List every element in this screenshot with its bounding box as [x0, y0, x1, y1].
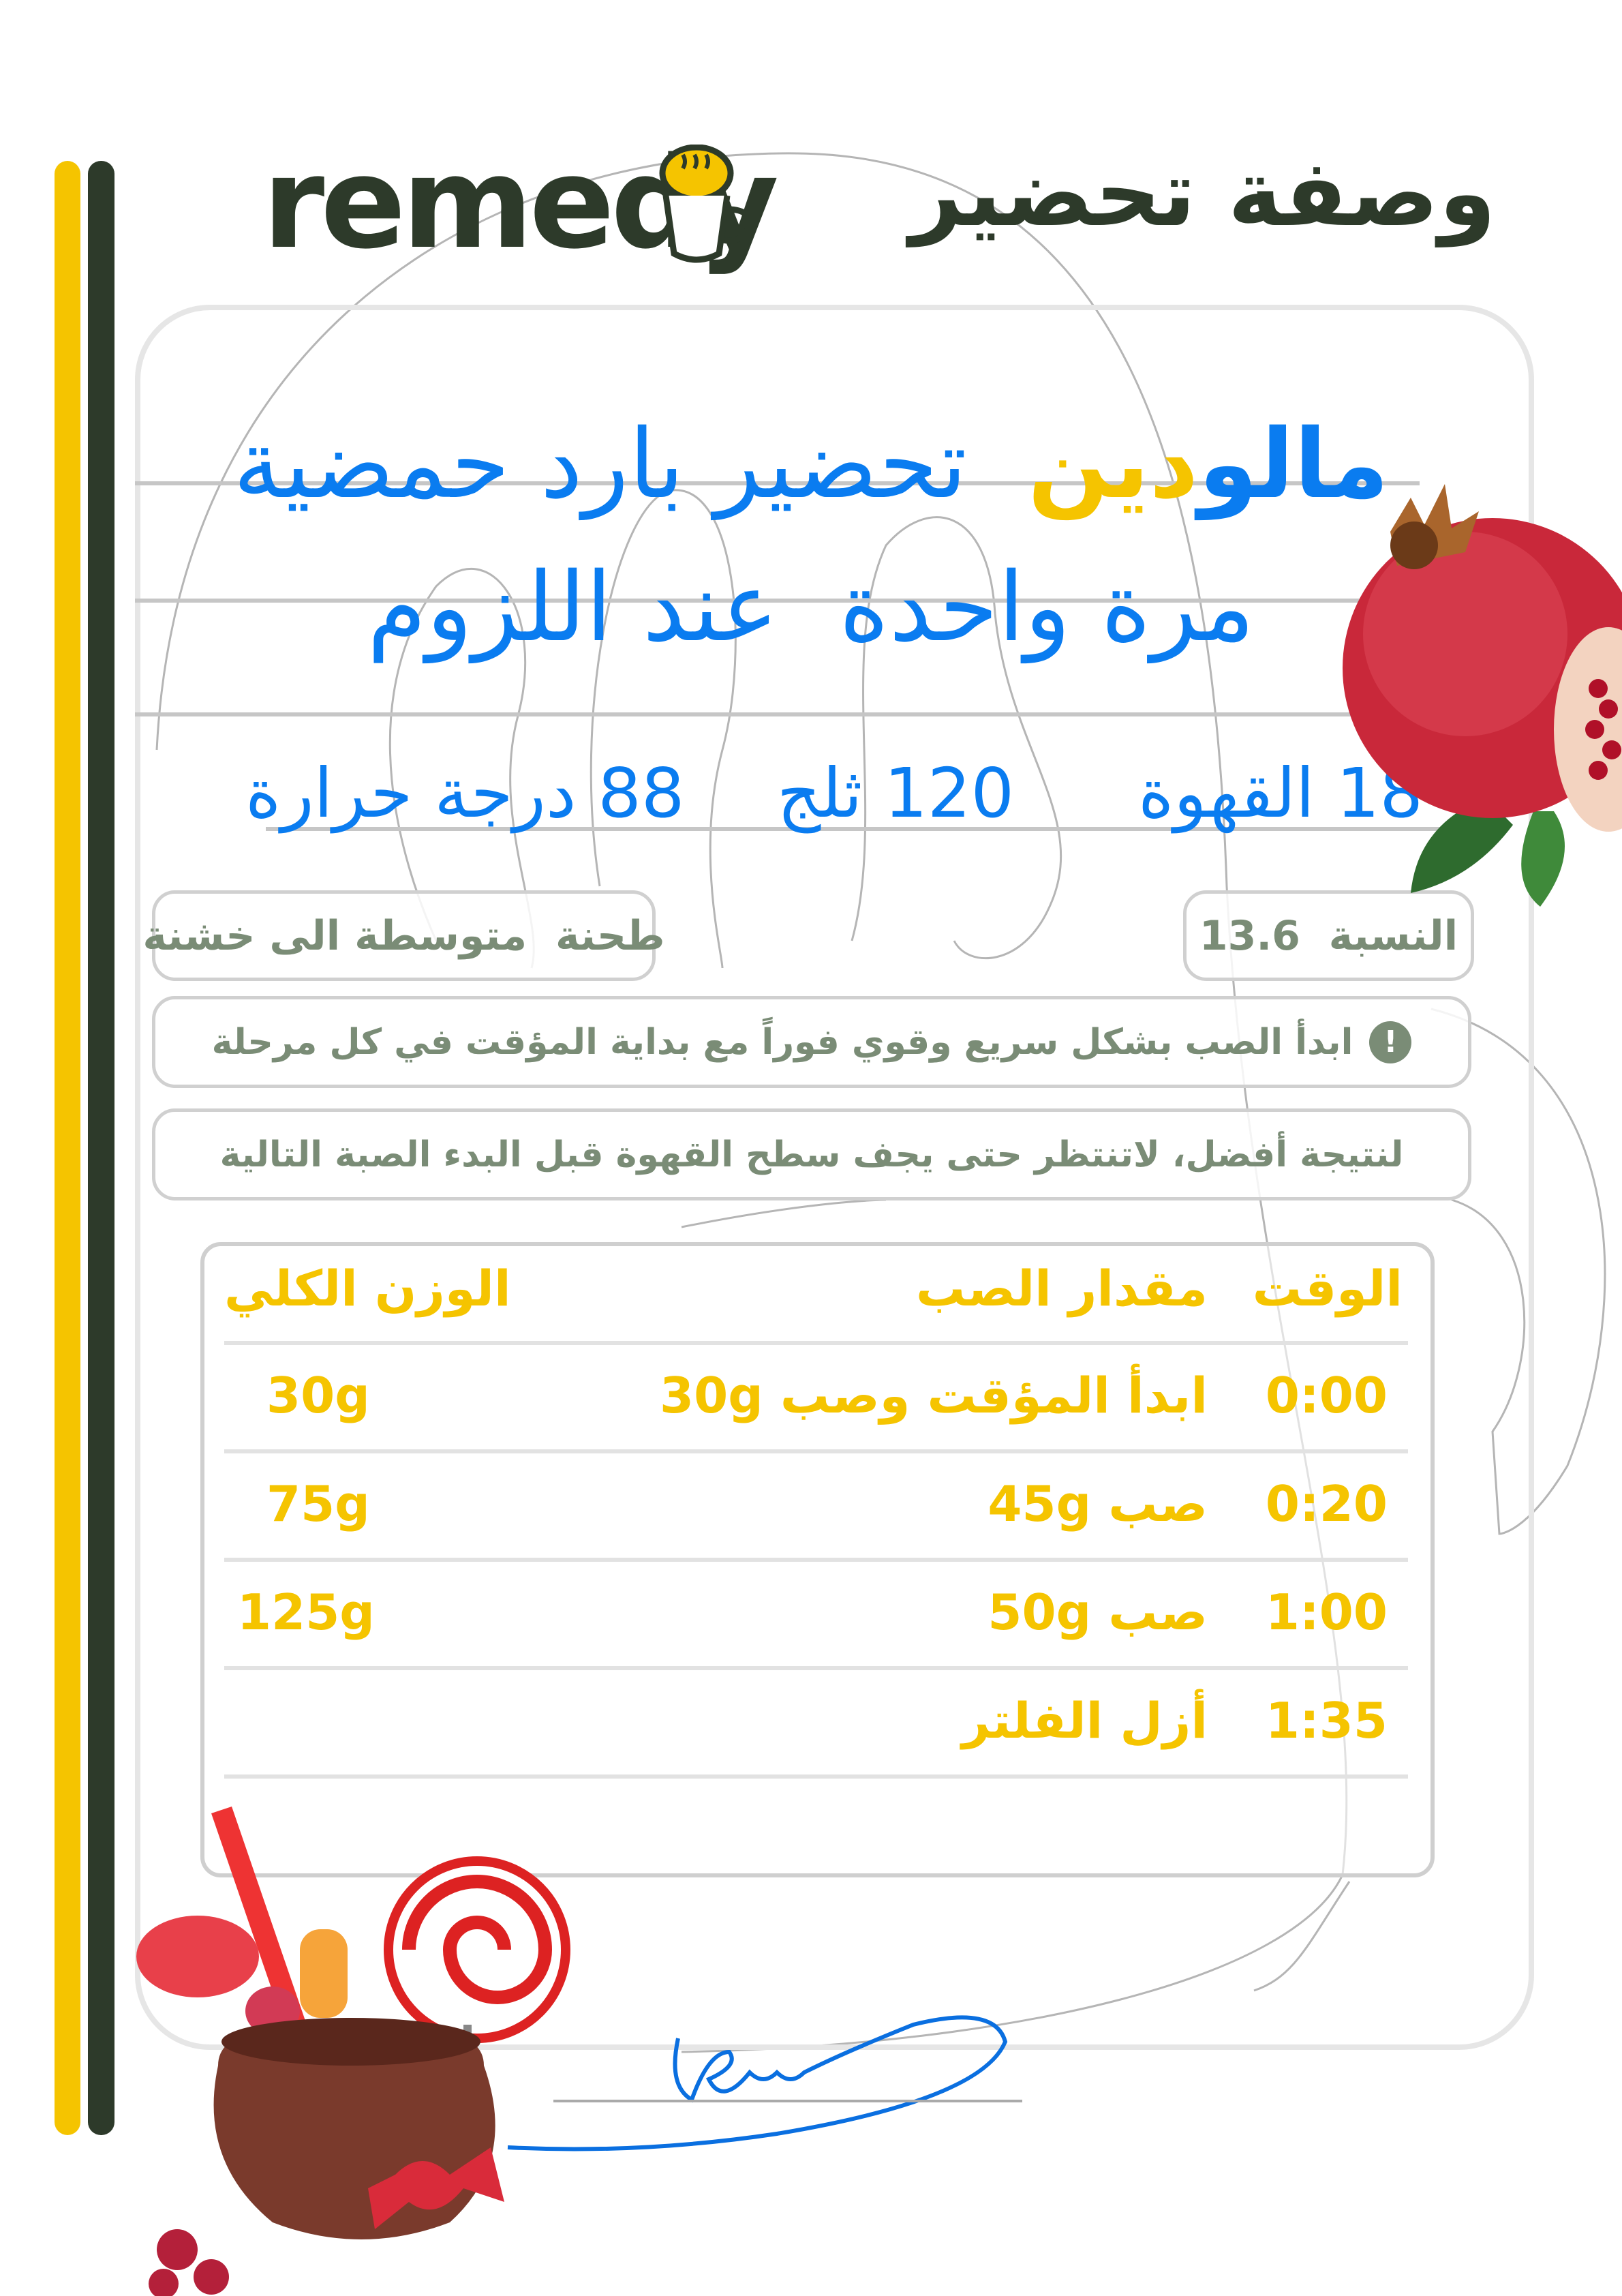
table-divider [224, 1558, 1408, 1562]
row-time: 0:00 [1265, 1367, 1388, 1424]
recipe-card [135, 305, 1534, 2050]
recipe-title: مالودين تحضير بارد حمضية [0, 409, 1622, 520]
divider [266, 827, 1479, 831]
ratio-text: النسبة 13.6 [1199, 911, 1458, 960]
divider [135, 481, 1420, 485]
document-title: وصفة تحضير [909, 140, 1497, 247]
exclamation-icon: ! [1369, 1021, 1412, 1063]
row-total: 75g [266, 1475, 370, 1532]
divider [135, 599, 1420, 603]
grind-size-text: طحنة متوسطة الى خشنة [142, 911, 665, 960]
signature [507, 2015, 1022, 2151]
dark-side-bar [88, 161, 114, 2135]
header-pour: مقدار الصب [915, 1260, 1208, 1317]
row-total: 125g [237, 1584, 375, 1641]
row-time: 1:35 [1265, 1692, 1388, 1749]
row-pour: أزل الفلتر [962, 1692, 1208, 1749]
recipe-name-accent: مالو [1198, 409, 1390, 520]
tip-text: لنتيجة أفضل، لاتنتظر حتى يجف سطح القهوة … [219, 1134, 1404, 1175]
table-divider [224, 1666, 1408, 1670]
tip-text: ابدأ الصب بشكل سريع وقوي فوراً مع بداية … [211, 1021, 1353, 1063]
candy-pot-image [136, 1807, 570, 2296]
recipe-name-accent-2: دين [1028, 409, 1199, 520]
row-total: 30g [266, 1367, 370, 1424]
yellow-side-bar [55, 161, 80, 2135]
table-divider [224, 1449, 1408, 1453]
recipe-subtitle: مرة واحدة عند اللزوم [367, 552, 1255, 663]
coffee-mug-icon [659, 145, 752, 263]
recipe-title-rest: تحضير بارد حمضية [232, 409, 967, 520]
table-divider [224, 1341, 1408, 1345]
row-time: 0:20 [1265, 1475, 1388, 1532]
row-time: 1:00 [1265, 1584, 1388, 1641]
water-temperature: 88 درجة حرارة [245, 753, 685, 833]
header-total: الوزن الكلي [224, 1260, 511, 1317]
pomegranate-image [1343, 484, 1622, 907]
header-time: الوقت [1252, 1260, 1403, 1317]
row-pour: ابدأ المؤقت وصب 30g [660, 1367, 1208, 1424]
row-pour: صب 45g [988, 1475, 1208, 1532]
row-pour: صب 50g [988, 1584, 1208, 1641]
ice-amount: 120 ثلج [777, 753, 1015, 833]
ratio-badge: النسبة 13.6 [1183, 890, 1474, 981]
table-divider [224, 1774, 1408, 1779]
grind-size-badge: طحنة متوسطة الى خشنة [142, 890, 665, 981]
tip-box: لنتيجة أفضل، لاتنتظر حتى يجف سطح القهوة … [152, 1108, 1471, 1200]
divider [135, 712, 1420, 716]
tip-box: ! ابدأ الصب بشكل سريع وقوي فوراً مع بداي… [152, 996, 1471, 1088]
